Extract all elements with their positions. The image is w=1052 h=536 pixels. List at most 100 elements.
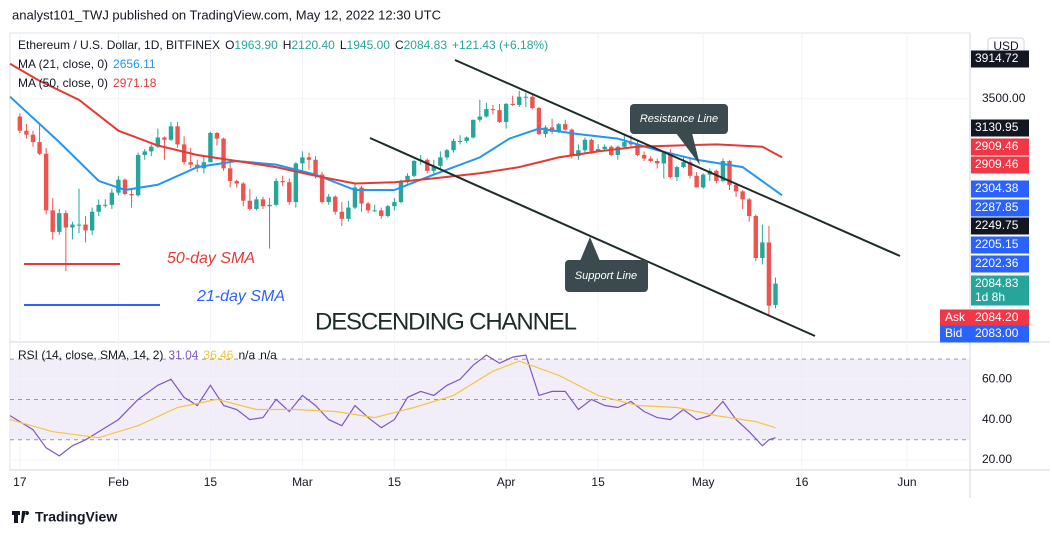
candle-body [582, 139, 588, 151]
ohlc-key: H [283, 38, 292, 52]
price-tag-label: 2249.75 [975, 218, 1019, 232]
ohlc-value: 1963.90 [234, 38, 278, 52]
candle-body [457, 140, 463, 142]
price-tag [971, 236, 1029, 254]
candle-body [188, 162, 193, 165]
line-series [9, 354, 776, 457]
callout [565, 260, 648, 292]
candle-body [484, 109, 489, 117]
candle-body [523, 96, 529, 98]
candle-body [234, 180, 239, 184]
candle-body [135, 154, 141, 196]
price-tag-sub: 1d 8h [975, 290, 1005, 304]
annotation: 50-day SMA [167, 250, 255, 267]
x-tick-label: May [692, 475, 715, 489]
y-tick-label: 3500.00 [982, 91, 1026, 105]
x-tick-label: Mar [292, 475, 313, 489]
price-tag-label: 2084.83 [975, 276, 1019, 290]
candle-body [648, 158, 653, 161]
candle-body [471, 119, 476, 138]
price-tag [971, 217, 1029, 235]
support-trendline [369, 137, 816, 337]
candle-body [753, 215, 758, 258]
callout-pointer [676, 133, 700, 165]
candle-body [425, 159, 430, 171]
price-tag-name: Ask [945, 310, 966, 324]
legend-row: MA (50, close, 0) 2971.18 [18, 76, 157, 90]
candle-body [773, 283, 778, 305]
candle-body [116, 179, 121, 193]
candle-body [510, 103, 515, 105]
candle-body [477, 116, 483, 120]
candle-body [208, 132, 213, 163]
currency[interactable]: USD [993, 39, 1019, 53]
candle-body [17, 116, 23, 131]
candle-body [280, 180, 285, 183]
candle-body [766, 242, 772, 306]
candle-body [129, 194, 134, 196]
candle-body [405, 175, 410, 183]
candle-body [122, 179, 128, 195]
candle-body [76, 224, 82, 226]
header: analyst101_TWJ published on TradingView.… [12, 7, 441, 22]
ohlc-key: C [395, 38, 404, 52]
candle-body [674, 167, 680, 178]
candle-body [595, 149, 601, 152]
candle-body [214, 132, 220, 139]
candle-body [720, 160, 726, 181]
x-tick-label: Jun [897, 475, 916, 489]
candle-body [155, 137, 161, 147]
candle-body [50, 210, 55, 232]
candle-body [241, 183, 246, 201]
candle-body [635, 144, 640, 155]
rsi-value: 31.04 [168, 348, 198, 362]
change: +121.43 (+6.18%) [452, 38, 548, 52]
candle-body [451, 140, 456, 151]
price-tag-label: 2202.36 [975, 256, 1019, 270]
candle-body [326, 196, 331, 203]
candle-body [359, 187, 364, 204]
x-tick-label: 15 [591, 475, 605, 489]
callout [630, 104, 728, 134]
candle-body [103, 204, 108, 206]
candle-body [668, 152, 673, 178]
candle-body [398, 182, 404, 203]
candle-body [339, 211, 345, 219]
candle-body [70, 224, 75, 228]
price-tag [971, 180, 1029, 198]
legend-name: MA (21, close, 0) [18, 57, 108, 71]
candle-body [319, 174, 325, 203]
x-tick-label: Apr [497, 475, 516, 489]
candle-body [83, 224, 88, 231]
price-tag-label: 2304.38 [975, 181, 1019, 195]
candle-body [221, 138, 226, 169]
candle-body [687, 162, 693, 176]
candle-body [352, 187, 358, 208]
candle-body [109, 192, 115, 205]
y-tick-label: 60.00 [982, 371, 1012, 385]
candle-body [293, 163, 299, 203]
candle-body [444, 150, 450, 158]
rsi-value: n/a [238, 348, 255, 362]
candle-body [372, 210, 377, 212]
candle-body [701, 174, 706, 188]
candle-body [247, 200, 253, 209]
legend-row: Ethereum / U.S. Dollar, 1D, BITFINEX O196… [18, 38, 548, 52]
candle-body [30, 134, 36, 143]
price-tag-label: 3914.72 [975, 51, 1019, 65]
x-tick-label: 16 [795, 475, 809, 489]
candle-body [43, 153, 49, 211]
candle-body [760, 242, 765, 258]
price-tag-label: 2909.46 [975, 157, 1019, 171]
price-tag [940, 309, 971, 327]
candle-body [149, 146, 154, 152]
candle-body [655, 160, 660, 164]
rsi-value: n/a [260, 348, 277, 362]
candle-body [569, 129, 575, 157]
candle-body [602, 146, 607, 150]
price-tag [971, 50, 1029, 68]
candle-body [24, 130, 29, 135]
price-tag-label: 2084.20 [975, 310, 1019, 324]
candle-body [287, 182, 292, 203]
